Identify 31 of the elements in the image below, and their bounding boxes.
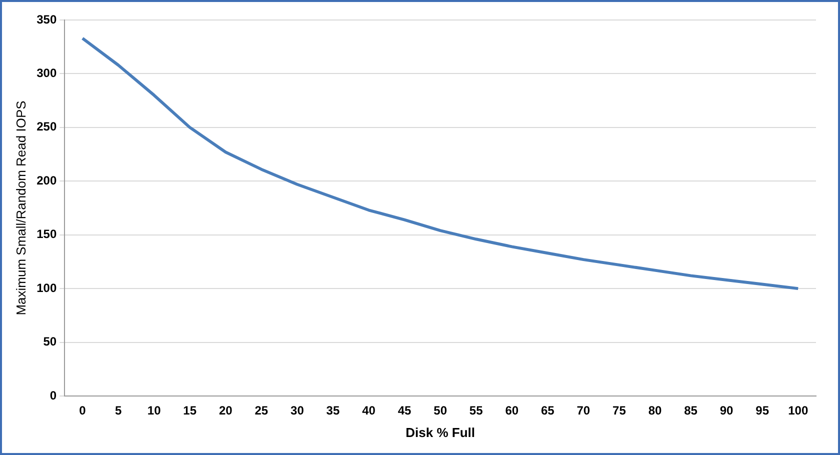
- x-axis-title: Disk % Full: [406, 424, 475, 440]
- x-tick-label: 90: [720, 404, 734, 418]
- x-tick-label: 60: [505, 404, 519, 418]
- y-tick-label: 0: [50, 388, 57, 402]
- x-tick-label: 55: [469, 404, 484, 418]
- y-axis-title: Maximum Small/Random Read IOPS: [13, 100, 28, 316]
- y-tick-label: 350: [36, 12, 57, 26]
- y-tick-label: 300: [36, 66, 57, 80]
- x-tick-label: 50: [434, 404, 448, 418]
- y-tick-label: 150: [36, 227, 57, 242]
- x-tick-label: 15: [183, 404, 197, 418]
- y-tick-label: 50: [43, 334, 57, 349]
- x-tick-label: 30: [290, 404, 304, 418]
- x-tick-label: 35: [326, 404, 340, 418]
- x-tick-label: 95: [756, 404, 770, 418]
- x-tick-label: 10: [147, 404, 162, 418]
- x-tick-label: 100: [788, 404, 808, 418]
- x-tick-label: 70: [576, 404, 590, 418]
- x-tick-label: 40: [362, 404, 376, 418]
- x-tick-label: 25: [254, 404, 268, 418]
- y-tick-label: 100: [36, 280, 57, 295]
- x-tick-label: 45: [398, 404, 412, 418]
- x-tick-label: 65: [540, 404, 555, 418]
- x-tick-label: 85: [684, 404, 698, 418]
- x-tick-label: 20: [218, 404, 233, 418]
- x-tick-label: 75: [612, 404, 626, 418]
- y-tick-label: 250: [36, 120, 57, 134]
- x-tick-label: 80: [648, 404, 662, 418]
- x-tick-label: 0: [79, 404, 86, 418]
- x-tick-label: 5: [114, 404, 122, 418]
- y-tick-label: 200: [36, 173, 57, 188]
